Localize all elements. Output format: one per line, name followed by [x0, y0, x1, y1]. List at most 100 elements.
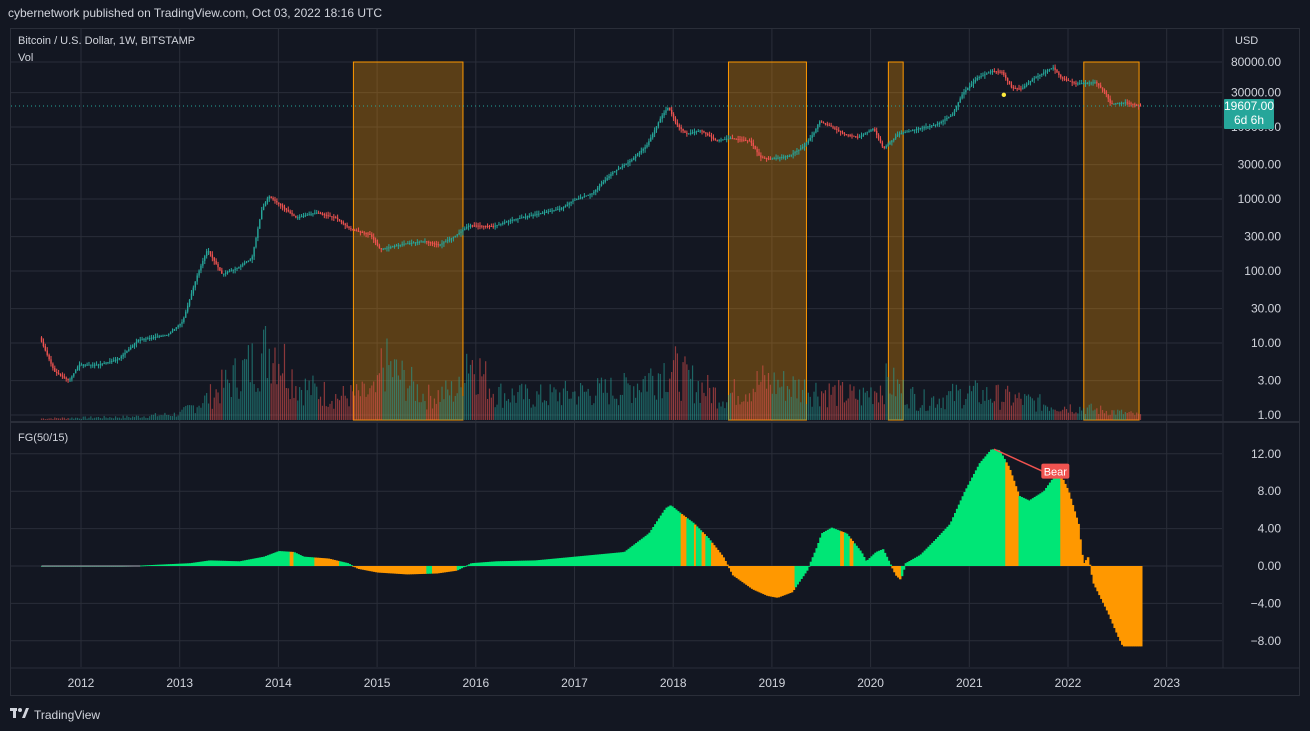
fg-histogram-bar: [321, 558, 325, 566]
candle-body: [441, 243, 443, 245]
fg-histogram-bar: [141, 565, 145, 567]
volume-bar: [857, 399, 859, 420]
fg-histogram-bar: [728, 566, 731, 569]
candle-body: [557, 209, 559, 211]
fg-histogram-bar: [354, 566, 357, 568]
candle-body: [765, 158, 768, 160]
volume-bar: [819, 406, 821, 420]
fg-histogram-bar: [1018, 496, 1022, 566]
fg-histogram-bar: [521, 560, 524, 566]
volume-bar: [264, 325, 267, 420]
highlight-zone[interactable]: [727, 61, 807, 421]
candle-body: [1033, 78, 1035, 80]
volume-bar: [659, 373, 661, 420]
fg-histogram-bar: [669, 505, 672, 566]
candle-body: [278, 202, 280, 204]
fg-histogram-bar: [553, 558, 556, 566]
candle-body: [872, 129, 874, 131]
volume-bar: [623, 372, 625, 420]
candle-body: [684, 130, 686, 133]
candle-body: [710, 136, 713, 138]
candle-body: [1122, 102, 1125, 104]
volume-bar: [748, 393, 751, 420]
volume-bar: [483, 374, 485, 420]
fg-histogram-bar: [1043, 490, 1046, 566]
volume-bar: [612, 395, 614, 420]
volume-bar: [741, 401, 743, 420]
footer-brand[interactable]: TradingView: [10, 707, 100, 722]
candle-body: [479, 225, 481, 227]
volume-bar: [223, 387, 225, 420]
volume-bar: [718, 402, 720, 420]
candle-body: [279, 203, 282, 206]
candle-body: [304, 215, 307, 217]
fg-histogram-bar: [462, 566, 465, 568]
fg-histogram-bar: [299, 555, 302, 566]
volume-bar: [65, 418, 67, 420]
volume-bar: [560, 405, 563, 420]
candle-body: [346, 225, 348, 227]
candle-body: [661, 115, 663, 119]
volume-bar: [574, 391, 576, 420]
volume-bar: [579, 383, 582, 420]
candle-body: [369, 234, 371, 236]
fg-histogram-bar: [963, 492, 966, 566]
candle-body: [1001, 71, 1003, 73]
fg-histogram-bar: [735, 566, 739, 579]
fg-histogram-bar: [1067, 492, 1071, 566]
candle-body: [384, 248, 386, 250]
fg-histogram-bar: [314, 557, 317, 566]
candle-body: [268, 196, 270, 199]
volume-bar: [830, 394, 832, 420]
symbol-title[interactable]: Bitcoin / U.S. Dollar, 1W, BITSTAMP: [18, 35, 196, 47]
volume-bar: [1063, 406, 1066, 420]
candle-body: [445, 241, 447, 243]
candle-body: [354, 229, 356, 231]
fg-histogram-bar: [657, 518, 661, 566]
volume-bar: [297, 400, 299, 420]
candle-body: [270, 196, 272, 199]
fg-histogram-bar: [225, 560, 228, 566]
highlight-zone[interactable]: [1083, 61, 1140, 421]
volume-bar: [352, 391, 354, 420]
candle-body: [422, 241, 424, 243]
current-price-tag[interactable]: [1224, 98, 1274, 129]
volume-bar: [931, 397, 933, 420]
volume-bar: [281, 373, 284, 420]
volume-bar: [498, 386, 500, 420]
fg-histogram-bar: [469, 563, 473, 566]
candle-body: [896, 134, 899, 137]
candle-body: [997, 71, 999, 73]
highlight-zone[interactable]: [887, 61, 904, 421]
candle-body: [515, 218, 517, 220]
fg-histogram-bar: [526, 560, 530, 566]
candle-body: [128, 349, 130, 351]
candle-body: [820, 121, 823, 123]
volume-bar: [266, 378, 268, 420]
fg-histogram-bar: [557, 558, 560, 566]
signal-marker[interactable]: [1001, 92, 1007, 98]
candle-body: [621, 166, 624, 168]
bear-annotation-box[interactable]: [1041, 463, 1070, 479]
candle-body: [124, 352, 126, 355]
candle-body: [893, 138, 895, 141]
volume-bar: [765, 388, 768, 420]
candle-body: [986, 73, 988, 75]
fg-histogram-bar: [663, 509, 667, 566]
fg-histogram-bar: [834, 529, 837, 566]
volume-bar: [454, 395, 456, 420]
fg-histogram-bar: [627, 548, 631, 566]
volume-bar: [270, 383, 272, 420]
candle-body: [989, 71, 992, 73]
fg-histogram-bar: [682, 515, 686, 566]
volume-bar: [314, 383, 316, 420]
candle-body: [439, 244, 441, 246]
volume-bar: [228, 383, 231, 420]
candle-body: [836, 128, 838, 130]
candle-body: [122, 354, 124, 357]
indicator-title[interactable]: FG(50/15): [18, 432, 69, 444]
fg-histogram-bar: [198, 561, 202, 566]
volume-bar: [450, 381, 453, 420]
volume-title[interactable]: Vol: [18, 52, 34, 64]
